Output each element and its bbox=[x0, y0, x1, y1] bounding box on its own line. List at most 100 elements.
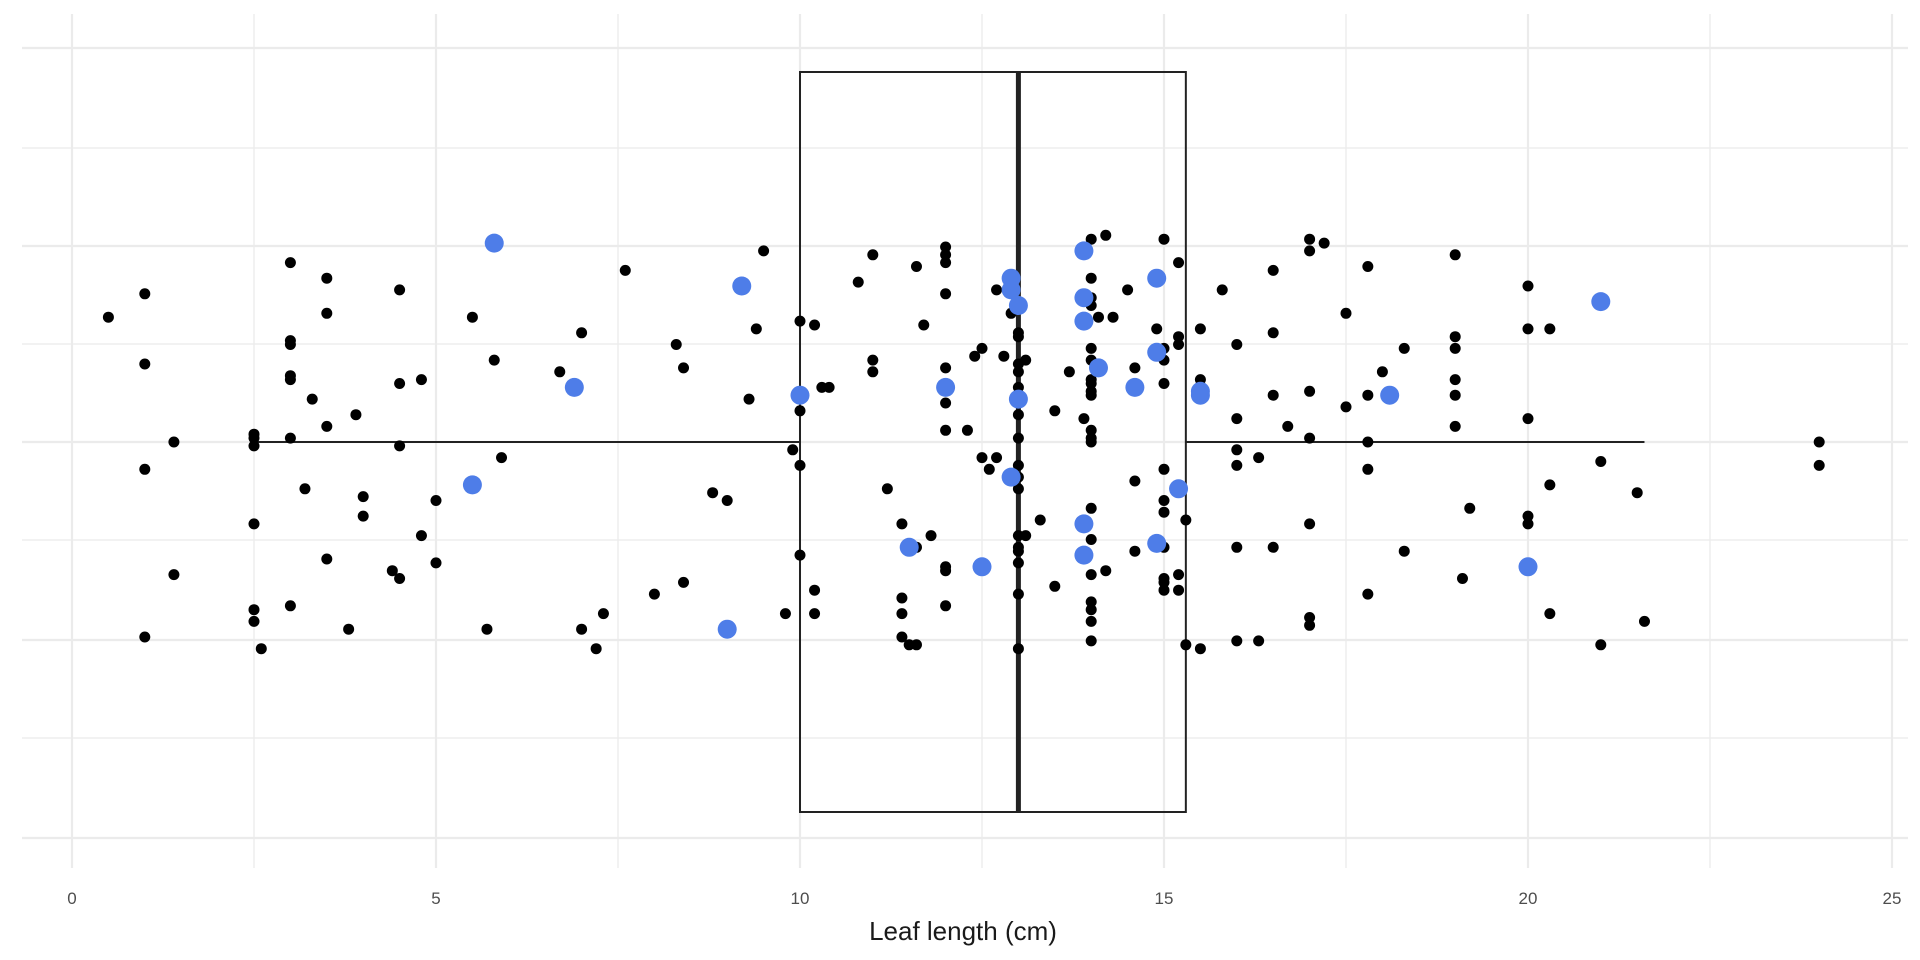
data-point bbox=[991, 284, 1003, 296]
data-point bbox=[357, 510, 369, 522]
data-point bbox=[940, 362, 952, 374]
data-point bbox=[678, 576, 690, 588]
data-point bbox=[896, 608, 908, 620]
data-point bbox=[1595, 639, 1607, 651]
highlighted-point bbox=[484, 233, 504, 253]
data-point bbox=[1231, 444, 1243, 456]
data-point bbox=[1085, 378, 1097, 389]
data-point bbox=[343, 623, 355, 635]
data-point bbox=[1085, 502, 1097, 514]
data-point bbox=[940, 600, 952, 612]
data-point bbox=[1216, 284, 1228, 296]
data-point bbox=[1158, 233, 1170, 245]
data-point bbox=[1376, 366, 1388, 378]
data-point bbox=[809, 319, 821, 331]
data-point bbox=[794, 549, 806, 561]
highlighted-points bbox=[462, 233, 1611, 639]
data-point bbox=[248, 518, 260, 530]
data-point bbox=[576, 623, 588, 635]
grid bbox=[22, 14, 1908, 868]
highlighted-point bbox=[790, 385, 810, 405]
highlighted-point bbox=[936, 377, 956, 397]
x-tick-label: 15 bbox=[1155, 889, 1174, 908]
data-point bbox=[321, 272, 333, 284]
data-point bbox=[306, 393, 318, 405]
data-point bbox=[1180, 639, 1192, 651]
data-point bbox=[1362, 436, 1374, 448]
data-point bbox=[1049, 405, 1061, 417]
data-point bbox=[168, 569, 180, 581]
highlighted-point bbox=[1001, 467, 1021, 487]
data-point bbox=[976, 452, 988, 464]
data-point bbox=[1158, 584, 1170, 596]
data-point bbox=[430, 495, 442, 506]
data-point bbox=[1158, 463, 1170, 475]
data-point bbox=[1173, 257, 1185, 269]
data-point bbox=[1253, 635, 1265, 647]
x-tick-label: 20 bbox=[1519, 889, 1538, 908]
highlighted-point bbox=[1169, 479, 1189, 499]
data-point bbox=[1813, 459, 1825, 471]
data-point bbox=[415, 374, 427, 386]
data-point bbox=[1398, 545, 1410, 557]
data-point bbox=[139, 358, 151, 370]
highlighted-point bbox=[1125, 377, 1145, 397]
data-point bbox=[1092, 311, 1104, 323]
data-point bbox=[1231, 635, 1243, 647]
points bbox=[102, 229, 1825, 655]
data-point bbox=[1122, 284, 1134, 296]
data-point bbox=[1012, 331, 1024, 343]
data-point bbox=[1267, 264, 1279, 276]
data-point bbox=[940, 288, 952, 300]
data-point bbox=[896, 631, 908, 643]
data-point bbox=[750, 323, 762, 335]
data-point bbox=[1158, 378, 1170, 389]
data-point bbox=[1085, 389, 1097, 401]
data-point bbox=[1638, 615, 1650, 627]
data-point bbox=[1012, 545, 1024, 557]
data-point bbox=[1012, 366, 1024, 378]
data-point bbox=[1012, 409, 1024, 421]
data-point bbox=[910, 639, 922, 651]
data-point bbox=[299, 483, 311, 495]
data-point bbox=[787, 444, 799, 456]
data-point bbox=[590, 643, 602, 655]
highlighted-point bbox=[1518, 557, 1538, 577]
highlighted-point bbox=[1190, 385, 1210, 405]
data-point bbox=[1304, 432, 1316, 444]
x-axis-ticks: 0 5 10 15 20 25 bbox=[67, 889, 1901, 908]
data-point bbox=[619, 264, 631, 276]
data-point bbox=[1085, 272, 1097, 284]
data-point bbox=[321, 307, 333, 319]
x-axis-title: Leaf length (cm) bbox=[869, 916, 1057, 946]
data-point bbox=[1194, 643, 1206, 655]
highlighted-point bbox=[717, 619, 737, 639]
data-point bbox=[976, 342, 988, 354]
data-point bbox=[102, 311, 114, 323]
data-point bbox=[1158, 576, 1170, 588]
data-point bbox=[466, 311, 478, 323]
data-point bbox=[1173, 569, 1185, 581]
data-point bbox=[794, 459, 806, 471]
data-point bbox=[284, 370, 296, 382]
highlighted-point bbox=[1088, 358, 1108, 378]
data-point bbox=[1085, 436, 1097, 448]
data-point bbox=[1085, 534, 1097, 545]
data-point bbox=[758, 245, 770, 257]
data-point bbox=[1362, 261, 1374, 272]
data-point bbox=[1231, 339, 1243, 350]
data-point bbox=[1282, 420, 1294, 432]
highlighted-point bbox=[1380, 385, 1400, 405]
data-point bbox=[809, 608, 821, 620]
data-point bbox=[1231, 413, 1243, 425]
data-point bbox=[779, 608, 791, 620]
highlighted-point bbox=[972, 557, 992, 577]
highlighted-point bbox=[1147, 268, 1167, 288]
data-point bbox=[1085, 569, 1097, 581]
data-point bbox=[1173, 339, 1185, 350]
data-point bbox=[1362, 588, 1374, 600]
highlighted-point bbox=[1074, 288, 1094, 308]
data-point bbox=[1012, 557, 1024, 569]
data-point bbox=[743, 393, 755, 405]
data-point bbox=[1318, 237, 1330, 249]
